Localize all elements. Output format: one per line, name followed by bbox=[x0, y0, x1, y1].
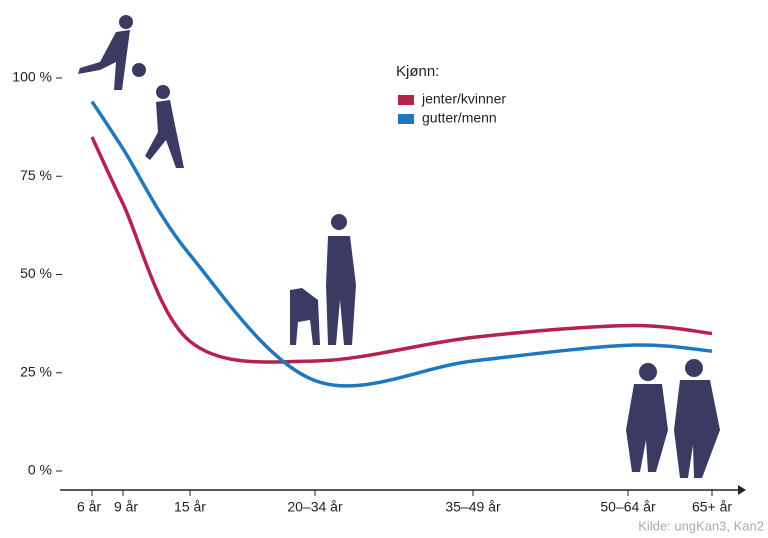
line bbox=[90, 100, 713, 388]
x-tick-label: 50–64 år bbox=[600, 499, 656, 515]
x-tick-label: 20–34 år bbox=[287, 499, 343, 515]
y-tick-label: 0 % bbox=[28, 462, 52, 478]
x-tick-label: 15 år bbox=[174, 499, 206, 515]
axis-arrow bbox=[738, 485, 746, 495]
legend-swatch bbox=[398, 114, 414, 124]
legend-swatch bbox=[398, 95, 414, 105]
y-tick-label: 50 % bbox=[20, 265, 52, 281]
x-tick-label: 6 år bbox=[77, 499, 101, 515]
y-tick-label: 75 % bbox=[20, 167, 52, 183]
line bbox=[90, 136, 713, 364]
legend-label: gutter/menn bbox=[422, 110, 497, 126]
y-tick-label: 25 % bbox=[20, 363, 52, 379]
silhouettes bbox=[78, 15, 720, 478]
legend-label: jenter/kvinner bbox=[421, 91, 506, 107]
x-tick-label: 35–49 år bbox=[445, 499, 501, 515]
x-tick-label: 9 år bbox=[114, 499, 138, 515]
source: Kilde: ungKan3, Kan2 bbox=[638, 518, 764, 533]
legend-title: Kjønn: bbox=[396, 63, 439, 80]
x-tick-label: 65+ år bbox=[692, 499, 732, 515]
y-tick-label: 100 % bbox=[12, 69, 52, 85]
